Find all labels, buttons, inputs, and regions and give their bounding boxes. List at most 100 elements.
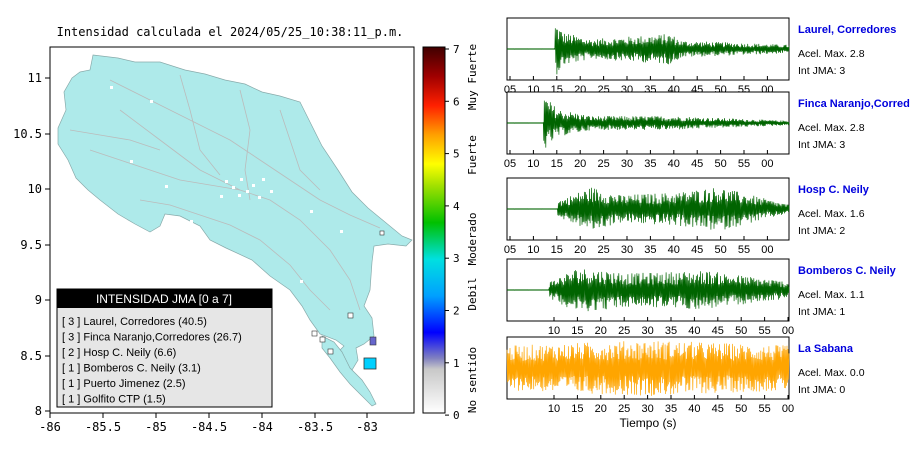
station-name: Laurel, Corredores	[798, 24, 896, 36]
waveform-trace	[506, 341, 790, 396]
time-tick-label: 20	[574, 84, 586, 96]
station-trace-group: 05 10 15 20 25 30 35 40 45 50 55 00 Finca Naranjo,Co…	[504, 91, 910, 170]
lon-tick-label: -86	[39, 420, 61, 434]
station-acel: Acel. Max. 1.1	[798, 289, 865, 301]
colorbar-label: Debil	[466, 277, 479, 310]
waveform-trace	[506, 100, 790, 148]
time-tick-label: 30	[621, 84, 633, 96]
station-marker	[311, 330, 318, 337]
time-tick-label: 00	[761, 84, 773, 96]
time-tick-label: 35	[644, 244, 656, 256]
time-tick-label: 40	[688, 403, 700, 415]
road-network	[69, 74, 381, 311]
time-tick-label: 30	[621, 158, 633, 170]
time-tick-label: 15	[551, 84, 563, 96]
time-tick-label: 00	[761, 158, 773, 170]
colorbar-label: Fuerte	[466, 135, 479, 175]
lon-tick-label: -84	[251, 420, 273, 434]
time-tick-label: 05	[504, 84, 516, 96]
lon-tick-label: -85	[145, 420, 167, 434]
station-marker	[347, 312, 354, 319]
legend-item: [ 1 ] Golfito CTP (1.5)	[62, 394, 166, 406]
colorbar-tick-label: 5	[453, 148, 460, 161]
waveform-trace	[506, 28, 790, 75]
station-trace-group: 05 10 15 20 25 30 35 40 45 50 55 00 Laurel, Corredor…	[504, 17, 896, 96]
map-title: Intensidad calculada el 2024/05/25_10:38…	[57, 25, 404, 39]
lon-tick-label: -83.5	[297, 420, 333, 434]
station-int: Int JMA: 3	[798, 65, 845, 77]
time-tick-label: 05	[504, 158, 516, 170]
time-tick-label: 50	[714, 244, 726, 256]
lon-tick-label: -83	[356, 420, 378, 434]
colorbar-tick-label: 6	[453, 95, 460, 108]
time-tick-label: 35	[644, 84, 656, 96]
time-tick-label: 40	[688, 325, 700, 337]
station-name: Finca Naranjo,Corredores	[798, 98, 910, 110]
station-trace-group: 05 10 15 20 25 30 35 40 45 50 55 00 Hosp C. Neily Ace…	[504, 177, 870, 256]
time-tick-label: 55	[758, 325, 770, 337]
time-tick-label: 40	[668, 84, 680, 96]
waveform-trace	[506, 187, 790, 230]
time-tick-label: 50	[714, 84, 726, 96]
colorbar-tick-label: 7	[453, 43, 460, 56]
lat-tick-label: 10	[28, 182, 42, 196]
time-tick-label: 20	[574, 158, 586, 170]
time-tick-label: 15	[551, 158, 563, 170]
time-tick-label: 45	[691, 84, 703, 96]
colorbar-tick-label: 1	[453, 357, 460, 370]
station-acel: Acel. Max. 1.6	[798, 208, 865, 220]
colorbar-tick-label: 0	[453, 409, 460, 422]
time-tick-label: 10	[548, 403, 560, 415]
time-tick-label: 55	[758, 403, 770, 415]
lat-tick-label: 10.5	[13, 127, 42, 141]
lon-axis: -86 -85.5 -85 -84.5 -84 -83.5 -83	[39, 413, 378, 434]
station-marker	[369, 336, 377, 346]
lat-tick-label: 9.5	[20, 238, 42, 252]
town-markers	[110, 86, 343, 283]
time-tick-label: 15	[551, 244, 563, 256]
time-tick-label: 00	[782, 325, 794, 337]
osa-peninsula	[321, 335, 377, 407]
colorbar-label: No sentido	[466, 347, 479, 413]
lat-tick-label: 11	[28, 71, 42, 85]
colorbar-tick-label: 2	[453, 305, 460, 318]
trace-frame	[506, 91, 790, 155]
time-tick-label: 35	[644, 158, 656, 170]
legend: INTENSIDAD JMA [0 a 7] [ 3 ] Laurel, Cor…	[56, 288, 273, 408]
colorbar-labels: Muy Fuerte Fuerte Moderado Debil No sentido	[466, 44, 479, 413]
station-int: Int JMA: 1	[798, 306, 845, 318]
time-tick-label: 30	[641, 403, 653, 415]
time-tick-label: 35	[665, 403, 677, 415]
x-axis-label: Tiempo (s)	[620, 416, 677, 430]
time-tick-label: 10	[548, 325, 560, 337]
station-name: Bomberos C. Neily	[798, 265, 897, 277]
station-int: Int JMA: 0	[798, 384, 845, 396]
trace-frame	[506, 177, 790, 241]
time-tick-label: 50	[735, 325, 747, 337]
lat-tick-label: 8	[35, 404, 42, 418]
time-tick-label: 25	[597, 84, 609, 96]
time-tick-label: 25	[618, 325, 630, 337]
time-tick-label: 25	[618, 403, 630, 415]
time-tick-label: 45	[691, 244, 703, 256]
colorbar-tick-label: 3	[453, 252, 460, 265]
time-tick-label: 20	[574, 244, 586, 256]
colorbar-ticks: 7 6 5 4 3 2 1 0	[445, 43, 460, 422]
time-tick-label: 55	[738, 244, 750, 256]
station-marker-max	[363, 357, 377, 370]
colorbar-tick-label: 4	[453, 200, 460, 213]
time-tick-label: 10	[527, 84, 539, 96]
legend-title: INTENSIDAD JMA [0 a 7]	[96, 292, 232, 306]
time-tick-label: 30	[641, 325, 653, 337]
station-markers	[311, 230, 385, 370]
trace-frame	[506, 336, 790, 400]
time-tick-label: 50	[714, 158, 726, 170]
time-tick-label: 40	[668, 158, 680, 170]
station-trace-group: 10 15 20 25 30 35 40 45 50 55 00 Bomberos C. Neily A…	[506, 258, 897, 337]
time-tick-label: 15	[571, 403, 583, 415]
lat-tick-label: 8.5	[20, 349, 42, 363]
station-int: Int JMA: 3	[798, 139, 845, 151]
time-tick-label: 50	[735, 403, 747, 415]
lat-axis: 11 10.5 10 9.5 9 8.5 8	[13, 71, 50, 418]
colorbar-label: Muy Fuerte	[466, 44, 479, 110]
